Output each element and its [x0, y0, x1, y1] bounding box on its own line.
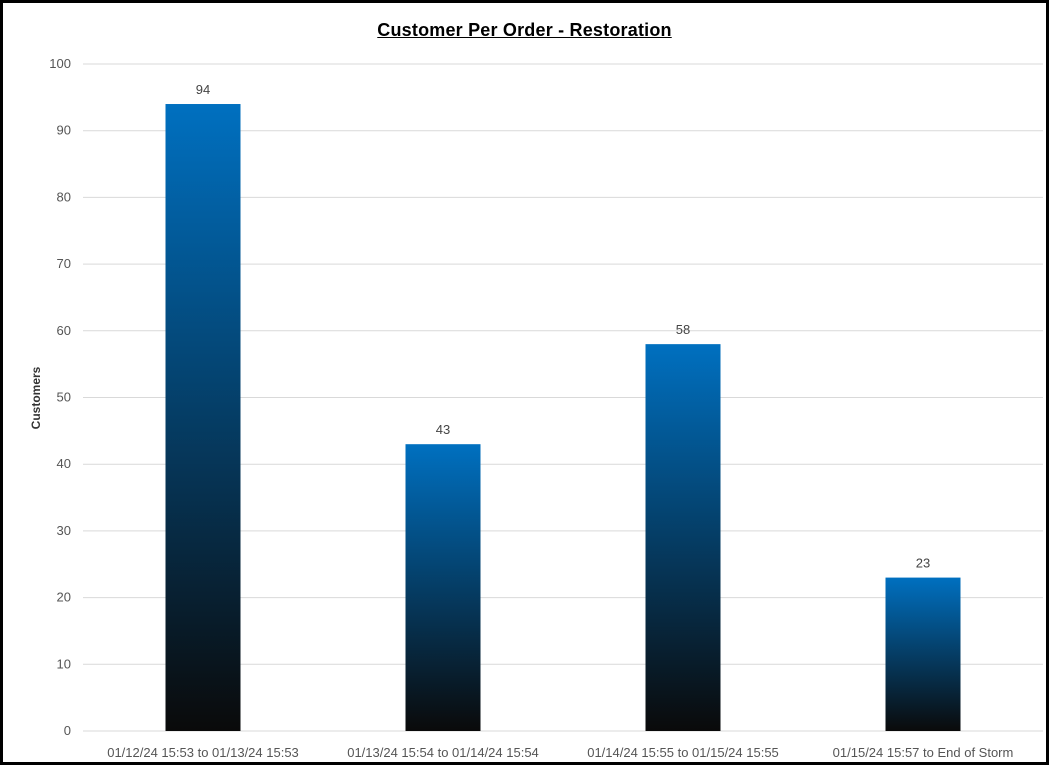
gridlines	[83, 63, 1043, 732]
data-label: 43	[436, 422, 450, 437]
chart-title: Customer Per Order - Restoration	[377, 20, 672, 40]
x-tick-label: 01/13/24 15:54 to 01/14/24 15:54	[347, 745, 539, 760]
y-tick-label: 20	[57, 590, 71, 605]
y-tick-label: 0	[64, 723, 71, 738]
y-tick-label: 30	[57, 523, 71, 538]
y-tick-label: 100	[49, 56, 71, 71]
y-tick-label: 70	[57, 256, 71, 271]
y-axis-ticks: 0 10 20 30 40 50 60 70 80 90 100	[49, 56, 71, 738]
data-label: 23	[916, 556, 930, 571]
bar	[165, 104, 241, 731]
x-tick-label: 01/14/24 15:55 to 01/15/24 15:55	[587, 745, 779, 760]
y-tick-label: 50	[57, 390, 71, 405]
x-tick-label: 01/12/24 15:53 to 01/13/24 15:53	[107, 745, 299, 760]
data-label: 94	[196, 82, 210, 97]
data-label: 58	[676, 322, 690, 337]
bar	[405, 444, 481, 731]
data-labels: 94 43 58 23	[196, 82, 930, 571]
y-tick-label: 80	[57, 189, 71, 204]
bars	[165, 104, 961, 731]
y-tick-label: 90	[57, 123, 71, 138]
x-tick-label: 01/15/24 15:57 to End of Storm	[833, 745, 1014, 760]
y-tick-label: 10	[57, 656, 71, 671]
y-tick-label: 60	[57, 323, 71, 338]
y-tick-label: 40	[57, 456, 71, 471]
bar	[885, 577, 961, 731]
bar	[645, 344, 721, 731]
x-axis-ticks: 01/12/24 15:53 to 01/13/24 15:53 01/13/24…	[107, 745, 1013, 760]
